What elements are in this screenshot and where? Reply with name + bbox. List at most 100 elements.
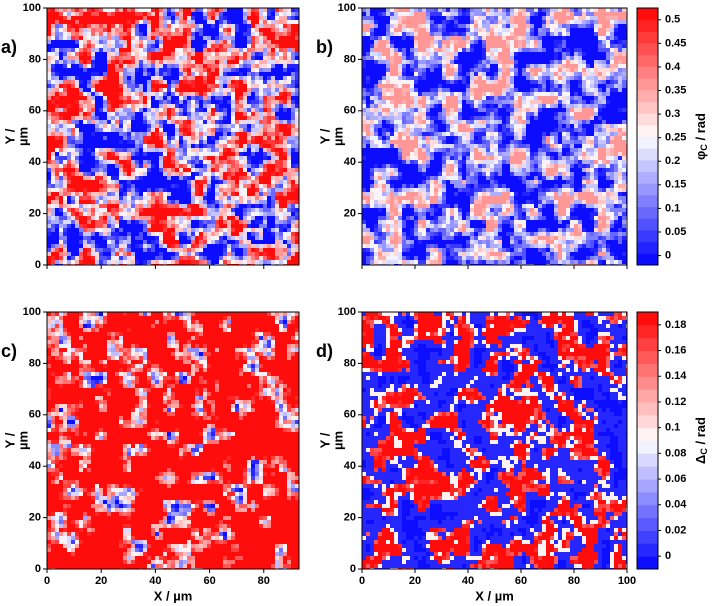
map-cell	[390, 8, 394, 12]
map-cell	[215, 252, 219, 256]
map-cell	[143, 184, 147, 188]
map-cell	[195, 40, 199, 44]
map-cell	[87, 184, 91, 188]
map-cell	[171, 36, 175, 40]
map-cell	[183, 32, 187, 36]
map-cell	[578, 28, 582, 32]
map-cell	[111, 176, 115, 180]
map-cell	[59, 220, 63, 224]
map-cell	[287, 208, 291, 212]
map-cell	[135, 120, 139, 124]
map-cell	[131, 224, 135, 228]
map-cell	[59, 132, 63, 136]
map-cell	[275, 160, 279, 164]
map-cell	[219, 28, 223, 32]
map-cell	[83, 56, 87, 60]
map-cell	[406, 32, 410, 36]
map-cell	[139, 44, 143, 48]
map-cell	[47, 184, 51, 188]
map-cell	[482, 20, 486, 24]
map-cell	[83, 228, 87, 232]
map-cell	[147, 132, 151, 136]
map-cell	[394, 60, 398, 64]
map-cell	[115, 164, 119, 168]
map-cell	[151, 84, 155, 88]
map-cell	[450, 36, 454, 40]
map-cell	[75, 124, 79, 128]
map-cell	[594, 44, 598, 48]
map-cell	[71, 120, 75, 124]
map-cell	[223, 256, 227, 260]
map-cell	[79, 96, 83, 100]
map-cell	[251, 60, 255, 64]
map-cell	[131, 128, 135, 132]
map-cell	[167, 136, 171, 140]
map-cell	[498, 44, 502, 48]
map-cell	[450, 48, 454, 52]
map-cell	[75, 40, 79, 44]
map-cell	[215, 52, 219, 56]
map-cell	[203, 260, 207, 264]
map-cell	[259, 228, 263, 232]
map-cell	[594, 40, 598, 44]
map-cell	[131, 220, 135, 224]
map-cell	[155, 40, 159, 44]
map-cell	[187, 176, 191, 180]
map-cell	[215, 12, 219, 16]
map-cell	[602, 24, 606, 28]
map-cell	[91, 160, 95, 164]
map-cell	[271, 68, 275, 72]
map-cell	[402, 52, 406, 56]
map-cell	[95, 88, 99, 92]
map-cell	[255, 260, 259, 264]
map-cell	[139, 72, 143, 76]
map-cell	[187, 124, 191, 128]
map-cell	[95, 96, 99, 100]
map-cell	[267, 236, 271, 240]
map-cell	[147, 72, 151, 76]
map-cell	[131, 248, 135, 252]
map-cell	[231, 168, 235, 172]
map-cell	[79, 72, 83, 76]
map-cell	[295, 228, 299, 232]
map-cell	[103, 256, 107, 260]
y-axis-label: Y /	[2, 128, 17, 144]
map-cell	[370, 12, 374, 16]
map-cell	[135, 8, 139, 12]
map-cell	[239, 220, 243, 224]
map-cell	[115, 12, 119, 16]
map-cell	[446, 36, 450, 40]
map-cell	[207, 72, 211, 76]
map-cell	[291, 76, 295, 80]
map-cell	[83, 132, 87, 136]
map-cell	[59, 100, 63, 104]
map-cell	[191, 216, 195, 220]
map-cell	[590, 28, 594, 32]
map-cell	[239, 60, 243, 64]
map-cell	[283, 8, 287, 12]
map-cell	[490, 40, 494, 44]
map-cell	[167, 56, 171, 60]
map-cell	[598, 40, 602, 44]
map-cell	[195, 136, 199, 140]
map-cell	[239, 28, 243, 32]
map-cell	[239, 172, 243, 176]
map-cell	[219, 52, 223, 56]
map-cell	[287, 204, 291, 208]
map-cell	[123, 224, 127, 228]
map-cell	[163, 188, 167, 192]
map-cell	[263, 28, 267, 32]
y-tick-label: 0	[35, 259, 41, 271]
map-cell	[267, 168, 271, 172]
map-cell	[239, 52, 243, 56]
map-cell	[123, 212, 127, 216]
map-cell	[135, 32, 139, 36]
map-cell	[107, 196, 111, 200]
map-cell	[275, 232, 279, 236]
map-cell	[239, 240, 243, 244]
map-cell	[219, 60, 223, 64]
map-cell	[430, 52, 434, 56]
map-cell	[279, 112, 283, 116]
map-cell	[574, 40, 578, 44]
map-cell	[207, 116, 211, 120]
